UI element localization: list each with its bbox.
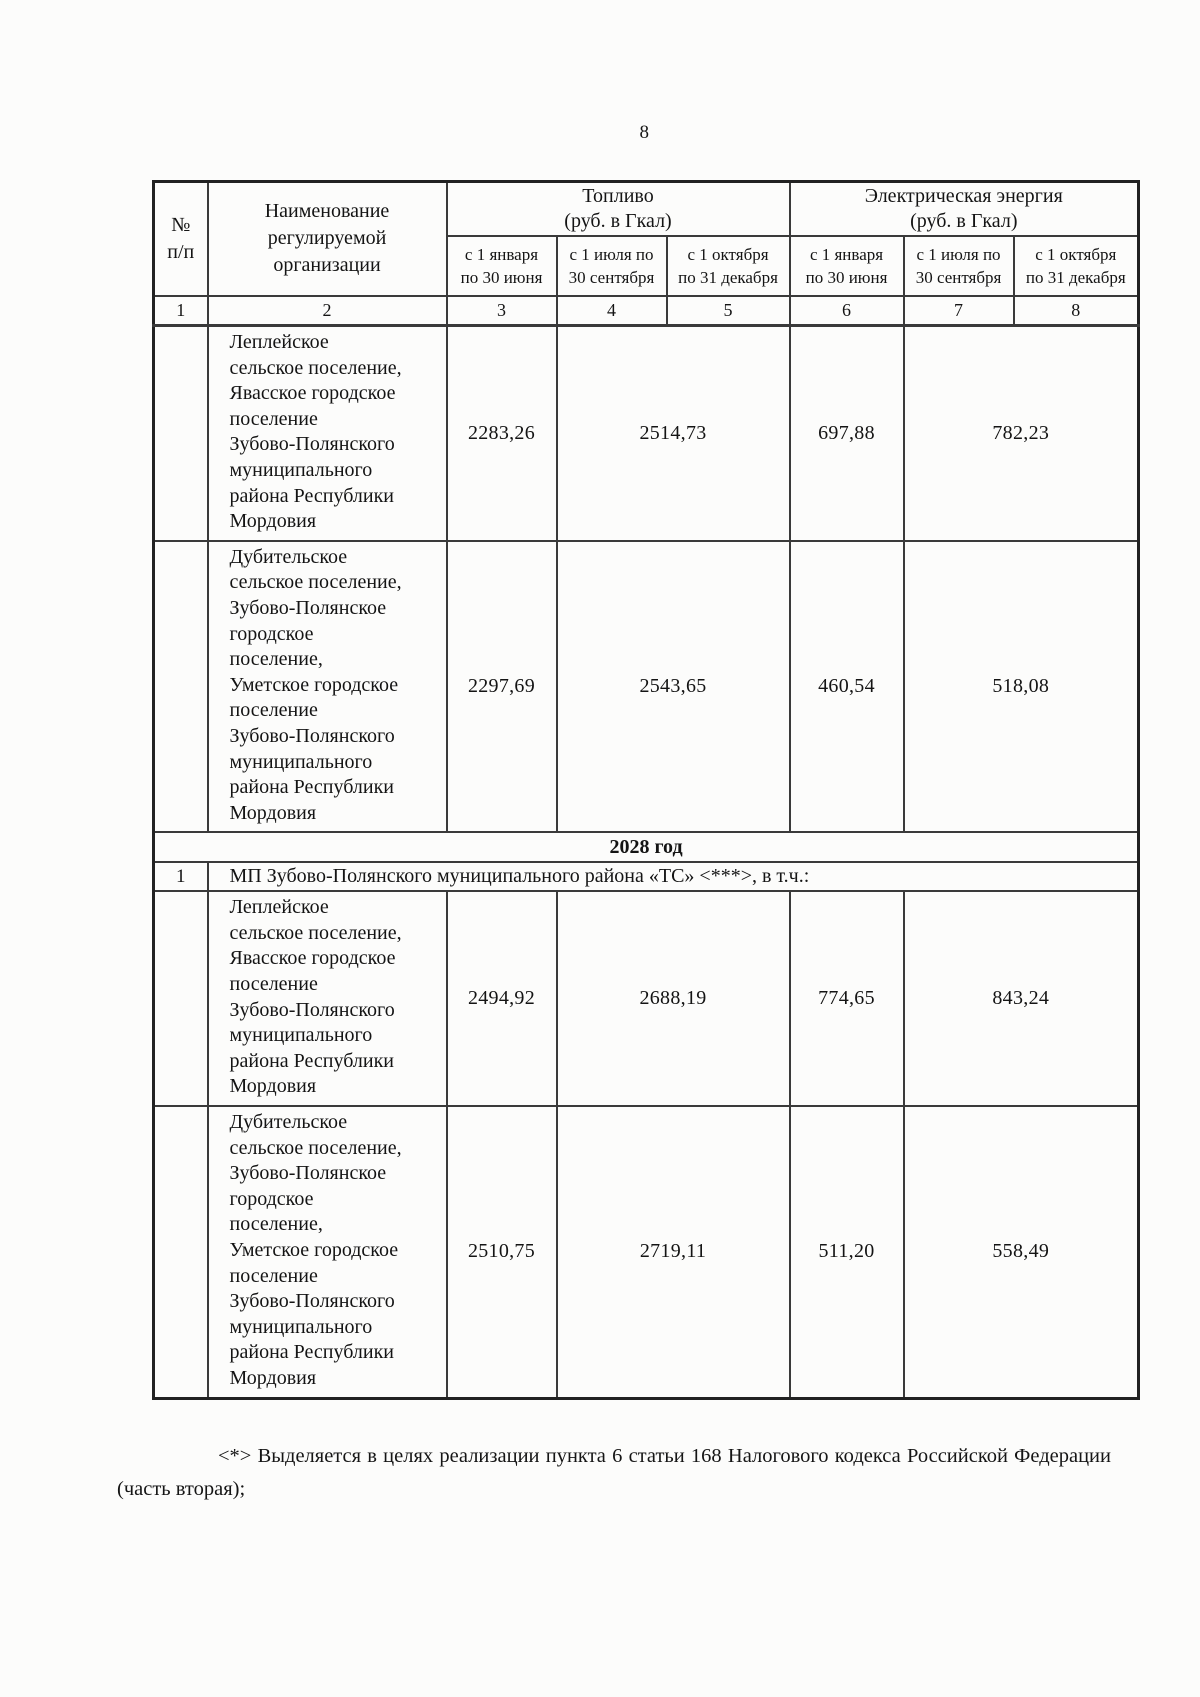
table-row: Дубительское сельское поселение, Зубово-…: [152, 1105, 1140, 1400]
settlement-name: Леплейское сельское поселение, Явасское …: [206, 890, 448, 1108]
row-number-cell: 1: [152, 861, 209, 893]
column-number: 1: [152, 294, 209, 327]
header-period-row: с 1 января по 30 июня с 1 июля по 30 сен…: [154, 234, 1140, 297]
fuel-tariff-h1: 2283,26: [445, 324, 558, 542]
year-section-row: 2028 год: [152, 831, 1140, 864]
header-fuel-period-1: с 1 января по 30 июня: [445, 234, 558, 297]
header-electric-period-2: с 1 июля по 30 сентября: [902, 234, 1015, 297]
column-number: 5: [665, 294, 791, 327]
settlement-name: Дубительское сельское поселение, Зубово-…: [206, 539, 448, 834]
electric-tariff-h1: 460,54: [788, 539, 905, 834]
header-num: № п/п: [152, 180, 209, 297]
table-row: Леплейское сельское поселение, Явасское …: [152, 890, 1140, 1108]
settlement-name: Дубительское сельское поселение, Зубово-…: [206, 1105, 448, 1400]
fuel-tariff-h2: 2543,65: [555, 539, 791, 834]
column-number: 2: [206, 294, 448, 327]
settlement-name: Леплейское сельское поселение, Явасское …: [206, 324, 448, 542]
column-number: 4: [555, 294, 668, 327]
fuel-tariff-h1: 2297,69: [445, 539, 558, 834]
fuel-tariff-h2: 2688,19: [555, 890, 791, 1108]
footnote-text: <*> Выделяется в целях реализации пункта…: [117, 1445, 1111, 1500]
column-number: 6: [788, 294, 905, 327]
electric-tariff-h1: 511,20: [788, 1105, 905, 1400]
header-fuel-period-2: с 1 июля по 30 сентября: [555, 234, 668, 297]
table-row: Леплейское сельское поселение, Явасское …: [152, 324, 1140, 542]
column-number-row: 1 2 3 4 5 6 7 8: [152, 294, 1140, 327]
header-electric-period-3: с 1 октября по 31 декабря: [1012, 234, 1140, 297]
row-number-cell: [152, 324, 209, 542]
table-row: Дубительское сельское поселение, Зубово-…: [152, 539, 1140, 834]
fuel-tariff-h2: 2719,11: [555, 1105, 791, 1400]
organization-name: МП Зубово-Полянского муниципального райо…: [206, 861, 1140, 893]
header-electric-period-1: с 1 января по 30 июня: [788, 234, 905, 297]
fuel-tariff-h2: 2514,73: [555, 324, 791, 542]
column-number: 7: [902, 294, 1015, 327]
header-org-name: Наименование регулируемой организации: [206, 180, 448, 297]
electric-tariff-h2: 843,24: [902, 890, 1140, 1108]
table-header: № п/п Наименование регулируемой организа…: [152, 180, 1140, 297]
page-number: 8: [639, 122, 650, 143]
column-number: 3: [445, 294, 558, 327]
column-number: 8: [1012, 294, 1140, 327]
fuel-tariff-h1: 2494,92: [445, 890, 558, 1108]
electric-tariff-h2: 518,08: [902, 539, 1140, 834]
header-fuel-period-3: с 1 октября по 31 декабря: [665, 234, 791, 297]
header-fuel-group: Топливо (руб. в Гкал): [445, 180, 791, 237]
row-number-cell: [152, 1105, 209, 1400]
year-label: 2028 год: [152, 831, 1140, 864]
header-electric-group: Электрическая энергия (руб. в Гкал): [788, 180, 1140, 237]
header-group-row: № п/п Наименование регулируемой организа…: [152, 180, 1140, 297]
tariff-table: № п/п Наименование регулируемой организа…: [152, 180, 1141, 1400]
row-number-cell: [152, 890, 209, 1108]
organization-row: 1 МП Зубово-Полянского муниципального ра…: [152, 861, 1140, 893]
electric-tariff-h2: 782,23: [902, 324, 1140, 542]
row-number-cell: [152, 539, 209, 834]
electric-tariff-h1: 774,65: [788, 890, 905, 1108]
electric-tariff-h1: 697,88: [788, 324, 905, 542]
electric-tariff-h2: 558,49: [902, 1105, 1140, 1400]
fuel-tariff-h1: 2510,75: [445, 1105, 558, 1400]
